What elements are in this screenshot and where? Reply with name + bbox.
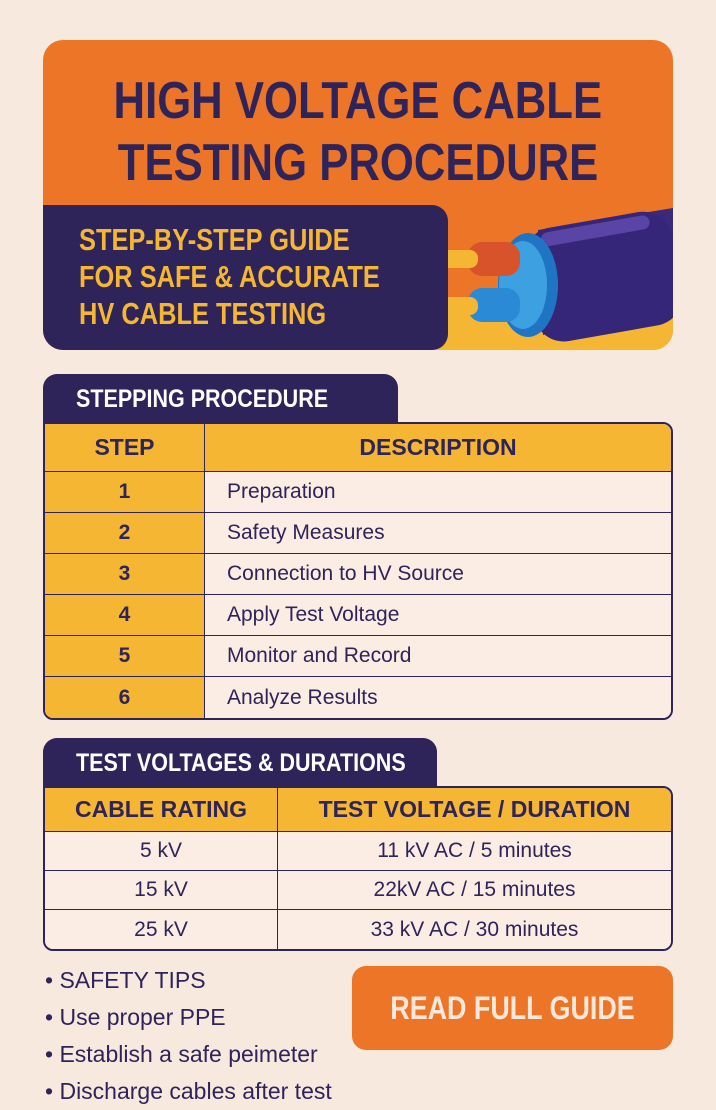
table-row: 5 Monitor and Record [45,636,671,677]
title-text: TESTING PROCEDURE [117,134,599,192]
step-description: Connection to HV Source [205,554,671,595]
subtitle-line: HV CABLE TESTING [79,295,448,332]
column-header: STEP [45,424,205,472]
column-header: CABLE RATING [45,788,278,832]
column-header: TEST VOLTAGE / DURATION [278,788,671,832]
step-description: Analyze Results [205,677,671,718]
step-number: 4 [45,595,205,636]
subtitle-box: STEP-BY-STEP GUIDE FOR SAFE & ACCURATE H… [43,205,448,350]
step-number: 2 [45,513,205,554]
table-header-row: STEP DESCRIPTION [45,424,671,472]
column-header: DESCRIPTION [205,424,671,472]
cable-rating: 25 kV [45,910,278,949]
table-row: 5 kV 11 kV AC / 5 minutes [45,832,671,871]
list-item: Establish a safe peimeter [45,1036,332,1073]
table-row: 3 Connection to HV Source [45,554,671,595]
header-banner: HIGH VOLTAGE CABLE TESTING PROCEDURE STE… [43,40,673,350]
table-row: 25 kV 33 kV AC / 30 minutes [45,910,671,949]
title-text: HIGH VOLTAGE CABLE [113,72,603,130]
step-number: 5 [45,636,205,677]
button-label: READ FULL GUIDE [390,989,635,1026]
table-row: 1 Preparation [45,472,671,513]
test-voltage: 22kV AC / 15 minutes [278,871,671,910]
subtitle-line: STEP-BY-STEP GUIDE [79,221,448,258]
step-number: 3 [45,554,205,595]
voltages-heading-text: TEST VOLTAGES & DURATIONS [76,749,406,777]
title-line: TESTING PROCEDURE [43,132,673,194]
step-description: Preparation [205,472,671,513]
step-number: 1 [45,472,205,513]
procedure-heading: STEPPING PROCEDURE [43,374,398,424]
safety-tips-list: SAFETY TIPS Use proper PPE Establish a s… [45,962,332,1110]
table-row: 6 Analyze Results [45,677,671,718]
list-item: Discharge cables after test [45,1073,331,1110]
cable-rating: 15 kV [45,871,278,910]
subtitle-text: FOR SAFE & ACCURATE [79,259,380,294]
cable-illustration-icon [423,208,673,342]
list-item: Use proper PPE [45,999,332,1036]
subtitle-line: FOR SAFE & ACCURATE [79,258,448,295]
step-description: Safety Measures [205,513,671,554]
step-number: 6 [45,677,205,718]
step-description: Apply Test Voltage [205,595,671,636]
read-full-guide-button[interactable]: READ FULL GUIDE [352,966,673,1050]
subtitle-text: HV CABLE TESTING [79,296,327,331]
test-voltage: 11 kV AC / 5 minutes [278,832,671,871]
cable-rating: 5 kV [45,832,278,871]
voltages-table: CABLE RATING TEST VOLTAGE / DURATION 5 kV… [43,786,673,951]
voltages-heading: TEST VOLTAGES & DURATIONS [43,738,437,788]
procedure-table: STEP DESCRIPTION 1 Preparation 2 Safety Mea… [43,422,673,720]
safety-tips-heading: SAFETY TIPS [45,962,332,999]
subtitle-text: STEP-BY-STEP GUIDE [79,222,350,257]
procedure-heading-text: STEPPING PROCEDURE [76,385,329,413]
title-line: HIGH VOLTAGE CABLE [43,70,673,132]
table-row: 15 kV 22kV AC / 15 minutes [45,871,671,910]
test-voltage: 33 kV AC / 30 minutes [278,910,671,949]
table-row: 2 Safety Measures [45,513,671,554]
table-header-row: CABLE RATING TEST VOLTAGE / DURATION [45,788,671,832]
page-title: HIGH VOLTAGE CABLE TESTING PROCEDURE [43,70,673,194]
step-description: Monitor and Record [205,636,671,677]
table-row: 4 Apply Test Voltage [45,595,671,636]
